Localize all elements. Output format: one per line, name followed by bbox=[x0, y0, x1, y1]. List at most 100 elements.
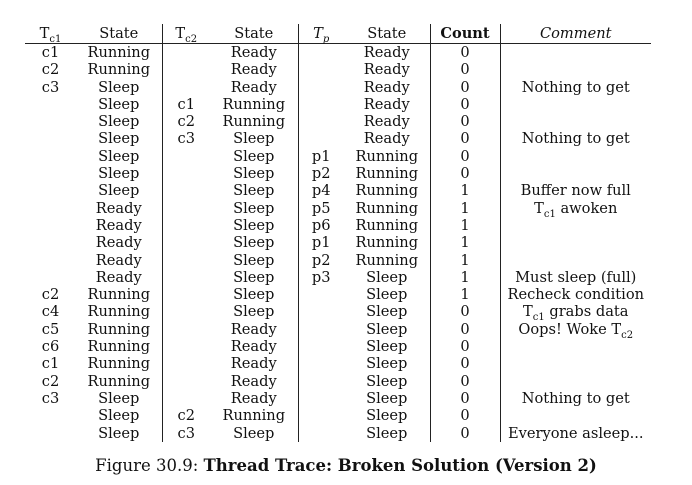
cell-comment bbox=[500, 252, 651, 269]
figure-caption: Figure 30.9: Thread Trace: Broken Soluti… bbox=[0, 456, 692, 475]
cell-tc1: c1 bbox=[41, 44, 60, 61]
cell-state-p: Ready bbox=[344, 130, 431, 148]
cell-state-1: Ready bbox=[76, 216, 163, 235]
cell-comment: Nothing to get bbox=[521, 130, 630, 148]
cell-comment: Buffer now full bbox=[520, 182, 631, 200]
cell-state-1: Running bbox=[76, 286, 163, 304]
cell-count: 0 bbox=[430, 61, 501, 79]
cell-comment: Everyone asleep... bbox=[507, 424, 644, 442]
table-row: Ready Sleep p5 Running 1 Tc1 awoken bbox=[25, 199, 651, 219]
cell-tc2 bbox=[162, 252, 210, 269]
cell-state-1: Running bbox=[76, 355, 163, 373]
cell-state-1: Running bbox=[76, 320, 163, 339]
table-row: Sleep c2 Running Ready 0 bbox=[25, 113, 651, 131]
cell-state-1: Ready bbox=[76, 199, 163, 217]
cell-tc2 bbox=[162, 373, 210, 390]
cell-count: 1 bbox=[430, 251, 501, 269]
cell-state-2: Ready bbox=[210, 389, 299, 408]
cell-count: 1 bbox=[430, 268, 501, 287]
header-state-1: State bbox=[76, 24, 163, 44]
caption-prefix: Figure 30.9: bbox=[95, 456, 204, 475]
cell-state-2: Running bbox=[210, 407, 299, 425]
cell-state-2: Ready bbox=[210, 43, 299, 62]
cell-state-p: Running bbox=[344, 251, 431, 269]
table-row: Ready Sleep p3 Sleep 1 Must sleep (full) bbox=[25, 268, 651, 287]
cell-comment bbox=[500, 44, 651, 62]
cell-tc1 bbox=[25, 269, 76, 286]
cell-state-2: Sleep bbox=[210, 268, 299, 287]
cell-state-1: Sleep bbox=[76, 113, 163, 131]
table-row: c2 Running Ready Sleep 0 bbox=[25, 372, 651, 390]
cell-tp: p2 bbox=[311, 251, 331, 269]
cell-count: 0 bbox=[430, 424, 501, 442]
cell-tp bbox=[298, 286, 344, 303]
cell-count: 0 bbox=[430, 165, 501, 183]
cell-tc1: c1 bbox=[41, 355, 60, 373]
cell-tp: p2 bbox=[311, 165, 331, 183]
cell-state-p: Sleep bbox=[344, 320, 431, 339]
cell-tc1 bbox=[25, 200, 76, 217]
cell-tp bbox=[298, 425, 344, 442]
cell-tp bbox=[298, 96, 344, 113]
header-tc1: Tc1 bbox=[25, 24, 76, 44]
cell-state-p: Sleep bbox=[344, 389, 431, 408]
cell-tc1: c6 bbox=[41, 338, 60, 356]
cell-state-1: Sleep bbox=[76, 165, 163, 183]
cell-tp: p6 bbox=[311, 216, 331, 234]
cell-state-2: Running bbox=[210, 95, 299, 114]
cell-count: 1 bbox=[430, 286, 501, 304]
cell-tc2 bbox=[162, 286, 210, 303]
cell-state-1: Sleep bbox=[76, 95, 163, 114]
table-row: Sleep Sleep p4 Running 1 Buffer now full bbox=[25, 182, 651, 200]
cell-comment bbox=[500, 148, 651, 165]
table-row: c3 Sleep Ready Ready 0 Nothing to get bbox=[25, 78, 651, 96]
cell-comment bbox=[500, 407, 651, 424]
cell-tc2 bbox=[162, 217, 210, 234]
cell-state-p: Running bbox=[344, 199, 431, 217]
cell-count: 0 bbox=[430, 372, 501, 390]
cell-state-1: Ready bbox=[76, 234, 163, 252]
cell-tp bbox=[298, 113, 344, 130]
cell-tc1: c2 bbox=[41, 372, 60, 390]
cell-state-p: Sleep bbox=[344, 338, 431, 356]
cell-state-2: Sleep bbox=[210, 234, 299, 252]
cell-count: 0 bbox=[430, 43, 501, 62]
header-tc2: Tc2 bbox=[162, 24, 210, 44]
cell-state-p: Ready bbox=[344, 95, 431, 114]
cell-tc1 bbox=[25, 113, 76, 130]
cell-tc1 bbox=[25, 165, 76, 182]
cell-tp bbox=[298, 407, 344, 424]
cell-tc1 bbox=[25, 425, 76, 442]
cell-state-1: Sleep bbox=[76, 147, 163, 166]
cell-tc2: c3 bbox=[177, 424, 195, 442]
cell-state-1: Running bbox=[76, 372, 163, 390]
cell-tp bbox=[298, 130, 344, 147]
cell-state-p: Sleep bbox=[344, 424, 431, 442]
table-row: c3 Sleep Ready Sleep 0 Nothing to get bbox=[25, 389, 651, 408]
cell-state-p: Sleep bbox=[344, 268, 431, 287]
cell-state-2: Sleep bbox=[210, 130, 299, 148]
cell-tp bbox=[298, 321, 344, 338]
cell-state-p: Running bbox=[344, 147, 431, 166]
cell-count: 0 bbox=[430, 407, 501, 425]
cell-tp: p4 bbox=[311, 182, 331, 200]
cell-state-1: Sleep bbox=[76, 130, 163, 148]
cell-state-1: Sleep bbox=[76, 389, 163, 408]
cell-tc2 bbox=[162, 338, 210, 355]
table-row: Sleep Sleep p1 Running 0 bbox=[25, 147, 651, 166]
cell-count: 0 bbox=[430, 338, 501, 356]
cell-tc1 bbox=[25, 217, 76, 234]
cell-tp bbox=[298, 390, 344, 407]
cell-tc2 bbox=[162, 165, 210, 182]
header-state-p: State bbox=[344, 24, 431, 44]
cell-tc2 bbox=[162, 200, 210, 217]
cell-state-2: Ready bbox=[210, 372, 299, 390]
cell-state-1: Sleep bbox=[76, 424, 163, 442]
cell-state-2: Sleep bbox=[210, 147, 299, 166]
cell-state-p: Sleep bbox=[344, 355, 431, 373]
cell-count: 0 bbox=[430, 78, 501, 96]
cell-tc2 bbox=[162, 234, 210, 251]
cell-state-p: Sleep bbox=[344, 407, 431, 425]
trace-table-container: Tc1 State Tc2 State Tp State Count Comme… bbox=[25, 24, 651, 442]
cell-tc2 bbox=[162, 321, 210, 338]
